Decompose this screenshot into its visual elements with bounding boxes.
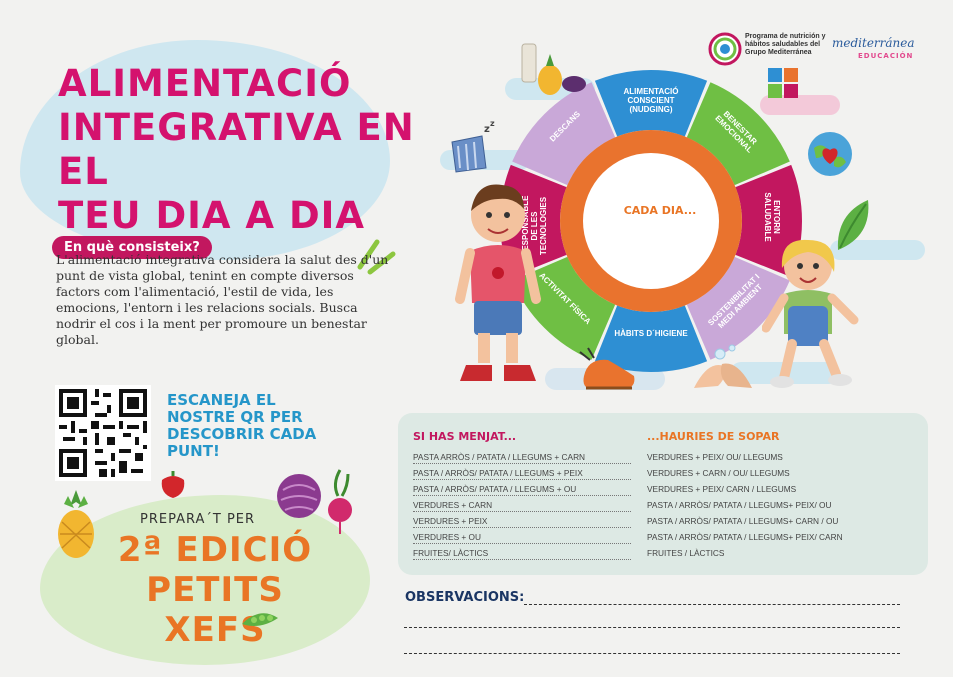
leaf-icon xyxy=(837,200,869,250)
pepper-icon xyxy=(161,471,185,498)
wheel-labels: ALIMENTACIÓ CONSCIENT (NUDGING) BENESTAR … xyxy=(498,68,804,374)
sparkle-icon xyxy=(357,239,396,275)
menu-left-item: PASTA / ARRÒS/ PATATA / LLEGUMS + OU xyxy=(413,484,631,496)
menu-left-item: PASTA ARRÒS / PATATA / LLEGUMS + CARN xyxy=(413,452,631,464)
peapod-icon xyxy=(242,613,278,626)
hands-washing-icon xyxy=(694,344,752,388)
sneaker-icon xyxy=(579,347,635,390)
wheel-segment xyxy=(594,70,708,137)
edition-prep: PREPARA´T PER xyxy=(140,512,256,527)
wheel-segment xyxy=(686,256,790,360)
menu-left-item: FRUITES/ LÀCTICS xyxy=(413,548,631,560)
qr-call-to-action: ESCANEJA EL NOSTRE QR PER DESCOBRIR CADA… xyxy=(167,391,317,460)
wheel-segment-label: DESCANS xyxy=(548,109,583,144)
wheel-segment xyxy=(594,305,708,372)
decor-bar xyxy=(760,95,840,115)
menu-right-item: PASTA / ARRÒS/ PATATA / LLEGUMS+ CARN / … xyxy=(647,516,839,526)
observations-line[interactable] xyxy=(524,604,900,605)
brand-logo: mediterránea xyxy=(832,36,915,50)
pillow-icon: z z xyxy=(451,119,495,173)
menu-right-header: ...HAURIES DE SOPAR xyxy=(647,430,780,443)
habits-wheel xyxy=(500,70,802,372)
svg-text:z: z xyxy=(490,119,495,128)
menu-left-header: SI HAS MENJAT... xyxy=(413,430,517,443)
earth-heart-icon xyxy=(808,132,852,176)
intro-text: L'alimentació integrativa considera la s… xyxy=(56,252,389,347)
menu-right-item: FRUITES / LÀCTICS xyxy=(647,548,725,558)
edition-line: PETITS XEFS xyxy=(146,570,284,650)
title-background-blob xyxy=(20,40,390,260)
wheel-segment-label: BENESTAR EMOCIONAL xyxy=(712,109,759,156)
wheel-center-text: CADA DIA... xyxy=(623,204,697,217)
pineapple-icon xyxy=(58,490,94,558)
observations-line[interactable] xyxy=(404,653,900,654)
menu-right-item: PASTA / ARRÒS/ PATATA / LLEGUMS+ PEIX/ C… xyxy=(647,532,843,542)
title-line: ALIMENTACIÓ xyxy=(58,62,352,105)
menu-left-item: VERDURES + PEIX xyxy=(413,516,631,528)
food-basket-icon xyxy=(521,43,586,95)
wheel-segment-label: ACTIVITAT FÍSICA xyxy=(537,270,594,326)
boy-illustration xyxy=(455,184,541,381)
program-logo-icon xyxy=(708,32,742,66)
wheel-segment-label: ALIMENTACIÓ CONSCIENT (NUDGING) xyxy=(623,87,679,114)
brand-sub: EDUCACIÓN xyxy=(858,52,914,60)
wheel-segment xyxy=(512,256,616,360)
question-badge: En què consisteix? xyxy=(52,236,212,259)
menu-left-item: VERDURES + OU xyxy=(413,532,631,544)
cabbage-icon xyxy=(277,474,321,518)
qr-code[interactable] xyxy=(55,385,151,481)
menu-left-item: VERDURES + CARN xyxy=(413,500,631,512)
menu-right-item: VERDURES + CARN / OU/ LLEGUMS xyxy=(647,468,790,478)
girl-illustration xyxy=(762,239,859,388)
decor-bar xyxy=(830,240,925,260)
menu-right-item: VERDURES + PEIX/ CARN / LLEGUMS xyxy=(647,484,797,494)
program-logo-text: Programa de nutrición y hábitos saludabl… xyxy=(745,33,826,56)
edition-background-blob xyxy=(40,495,370,665)
radish-icon xyxy=(328,469,352,534)
page-title: ALIMENTACIÓ INTEGRATIVA EN EL TEU DIA A … xyxy=(58,62,418,238)
menu-right-item: VERDURES + PEIX/ OU/ LLEGUMS xyxy=(647,452,783,462)
wheel-segment-label: SOSTENIBILITAT I MEDI AMBIENT xyxy=(705,271,764,330)
observations-label: OBSERVACIONS: xyxy=(405,590,525,605)
menu-panel xyxy=(398,413,928,575)
title-line: INTEGRATIVA EN EL xyxy=(58,106,415,193)
edition-line: 2ª EDICIÓ xyxy=(117,530,313,570)
title-line: TEU DIA A DIA xyxy=(58,194,366,237)
wheel-segment xyxy=(686,82,790,186)
menu-left-item: PASTA / ARRÒS/ PATATA / LLEGUMS + PEIX xyxy=(413,468,631,480)
wheel-segment xyxy=(512,82,616,186)
edition-title: 2ª EDICIÓ PETITS XEFS xyxy=(100,530,330,650)
observations-line[interactable] xyxy=(404,627,900,628)
wheel-center xyxy=(583,153,719,289)
wheel-segment-label: HÀBITS D´HIGIENE xyxy=(614,329,688,338)
svg-text:z: z xyxy=(484,124,490,135)
menu-right-item: PASTA / ARRÒS/ PATATA / LLEGUMS+ PEIX/ O… xyxy=(647,500,832,510)
puzzle-icon xyxy=(768,68,798,98)
